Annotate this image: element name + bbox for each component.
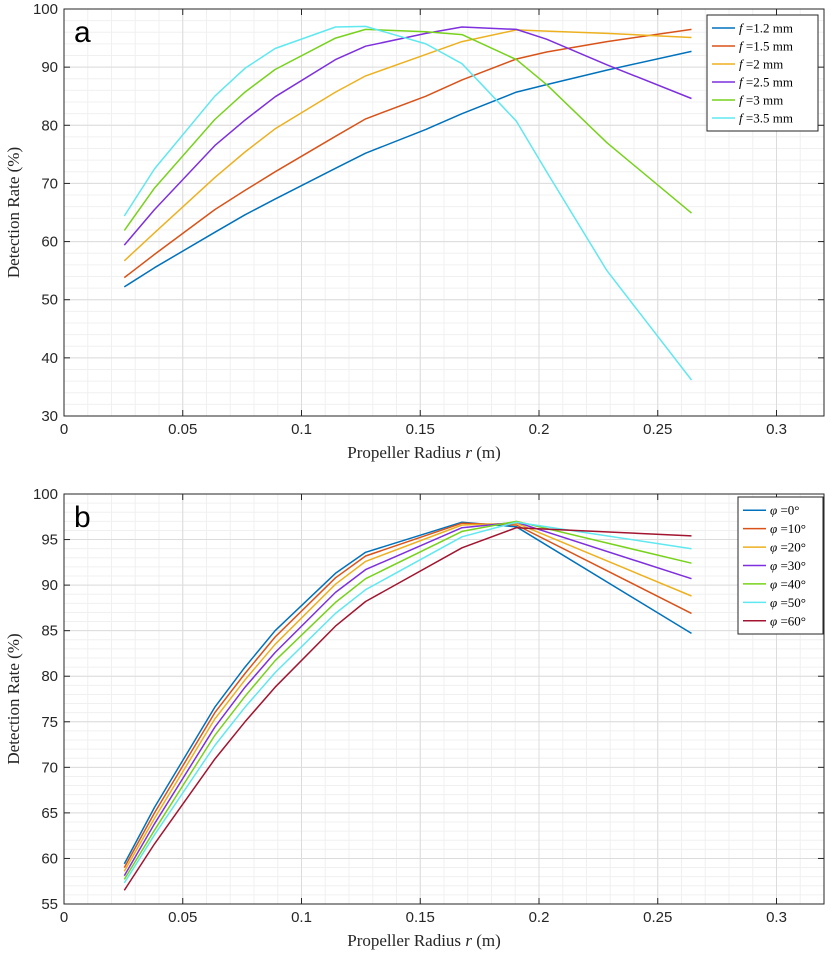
x-tick-label: 0.3 — [766, 421, 787, 438]
x-tick-label: 0.15 — [406, 421, 435, 438]
y-tick-label: 50 — [41, 292, 58, 309]
y-tick-label: 100 — [33, 1, 58, 18]
legend: φ =0° φ =10° φ =20° φ =30° φ =40° φ =50° φ =60… — [737, 496, 824, 635]
legend-label-6: f =3.5 mm — [739, 111, 793, 126]
y-tick-label: 100 — [33, 486, 58, 503]
x-tick-label: 0.3 — [766, 909, 787, 926]
series-line-6 — [123, 25, 693, 381]
y-tick-label: 90 — [41, 577, 58, 594]
x-tick-label: 0.25 — [643, 421, 672, 438]
legend-label-5: φ =40° — [770, 576, 806, 591]
chart-panel-a: 0 0.05 0.1 0.15 0.2 0.25 0.3 30 40 50 60 70 80 90 100 P… — [4, 1, 825, 462]
x-tick-label: 0.15 — [406, 909, 435, 926]
legend-label-3: f =2 mm — [739, 57, 783, 72]
legend-label-3: φ =20° — [770, 540, 806, 555]
y-tick-label: 80 — [41, 668, 58, 685]
y-tick-label: 95 — [41, 532, 58, 549]
y-tick-label: 85 — [41, 623, 58, 640]
chart-panel-b: 0 0.05 0.1 0.15 0.2 0.25 0.3 55 60 65 70 75 80 85 90 95… — [4, 486, 825, 950]
x-tick-label: 0.2 — [529, 909, 550, 926]
series-line-5 — [123, 28, 692, 231]
x-tick-label: 0.05 — [168, 909, 197, 926]
legend-label-5: f =3 mm — [739, 93, 783, 108]
x-tick-label: 0.05 — [168, 421, 197, 438]
x-axis-label: Propeller Radius r (m) — [347, 931, 500, 950]
y-tick-label: 60 — [41, 234, 58, 251]
y-tick-label: 70 — [41, 759, 58, 776]
series-line-2 — [123, 28, 692, 279]
y-tick-label: 65 — [41, 805, 58, 822]
x-axis-label: Propeller Radius r (m) — [347, 443, 500, 462]
panel-label: a — [74, 16, 91, 49]
legend-label-4: φ =30° — [770, 558, 806, 573]
legend-label-1: φ =0° — [770, 503, 799, 518]
x-tick-label: 0.1 — [291, 909, 312, 926]
y-tick-label: 40 — [41, 350, 58, 367]
x-tick-label: 0 — [60, 909, 68, 926]
series-line-4 — [123, 26, 692, 246]
series-line-4 — [123, 521, 692, 877]
series-line-6 — [123, 521, 692, 884]
series-line-7 — [123, 526, 692, 891]
y-tick-label: 80 — [41, 117, 58, 134]
axes-box — [63, 8, 825, 417]
legend-label-6: φ =50° — [770, 595, 806, 610]
y-tick-label: 75 — [41, 714, 58, 731]
y-tick-label: 90 — [41, 59, 58, 76]
legend-label-7: φ =60° — [770, 613, 806, 628]
y-axis-label: Detection Rate (%) — [4, 147, 23, 278]
legend-label-4: f =2.5 mm — [739, 75, 793, 90]
y-tick-label: 70 — [41, 175, 58, 192]
y-tick-label: 55 — [41, 896, 58, 913]
series-lines — [123, 25, 693, 381]
x-tick-label: 0.25 — [643, 909, 672, 926]
panel-label: b — [74, 501, 91, 534]
legend: f =1.2 mm f =1.5 mm f =2 mm f =2.5 mm f =3 m… — [706, 14, 819, 132]
x-tick-label: 0.1 — [291, 421, 312, 438]
y-axis-label: Detection Rate (%) — [4, 633, 23, 764]
legend-label-2: φ =10° — [770, 521, 806, 536]
series-lines — [123, 520, 692, 891]
y-tick-label: 30 — [41, 408, 58, 425]
series-line-3 — [123, 522, 692, 872]
series-line-3 — [123, 29, 692, 262]
legend-label-2: f =1.5 mm — [739, 39, 793, 54]
y-tick-label: 60 — [41, 850, 58, 867]
axes-box — [63, 493, 825, 905]
legend-box — [706, 14, 819, 132]
series-line-5 — [123, 520, 692, 880]
x-tick-label: 0 — [60, 421, 68, 438]
x-tick-label: 0.2 — [529, 421, 550, 438]
tick-marks — [63, 8, 824, 417]
legend-label-1: f =1.2 mm — [739, 21, 793, 36]
